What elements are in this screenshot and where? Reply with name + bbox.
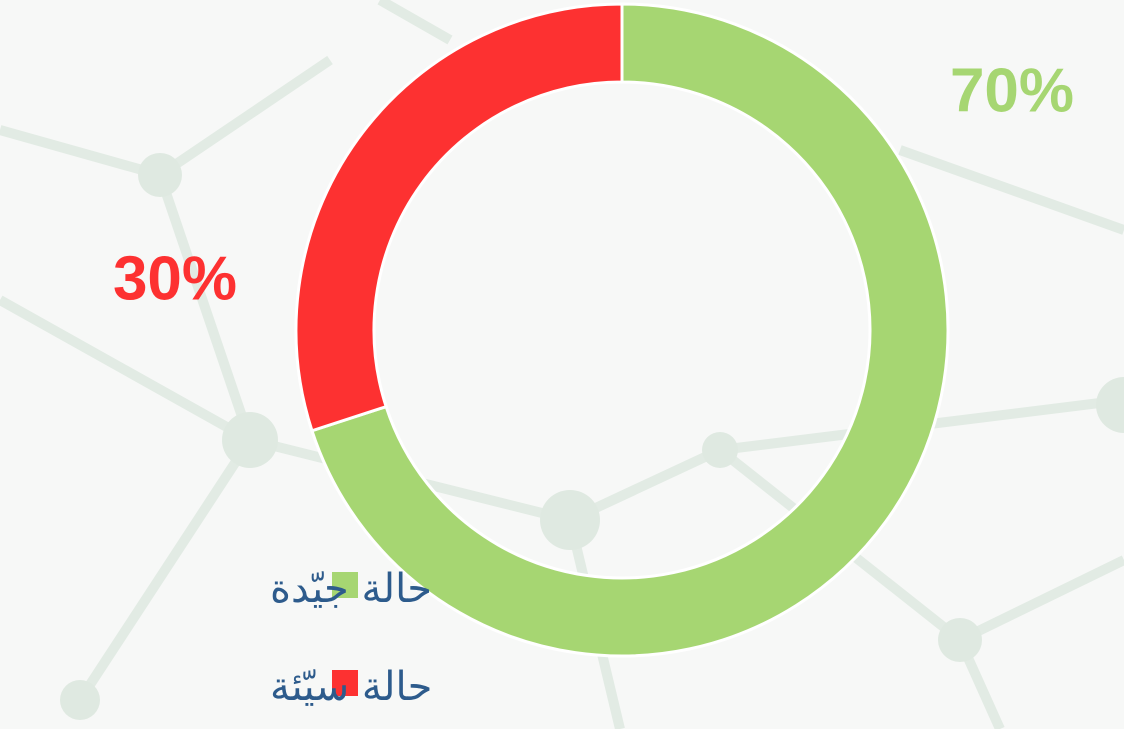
donut-segment <box>294 2 624 433</box>
value-label: 30% <box>113 244 237 313</box>
legend-label: حالة سيّئة <box>270 664 432 710</box>
donut-segment <box>310 2 950 658</box>
legend-label: حالة جيّدة <box>270 566 432 612</box>
legend-swatch <box>332 572 358 598</box>
value-label: 70% <box>950 56 1074 125</box>
legend-swatch <box>332 670 358 696</box>
